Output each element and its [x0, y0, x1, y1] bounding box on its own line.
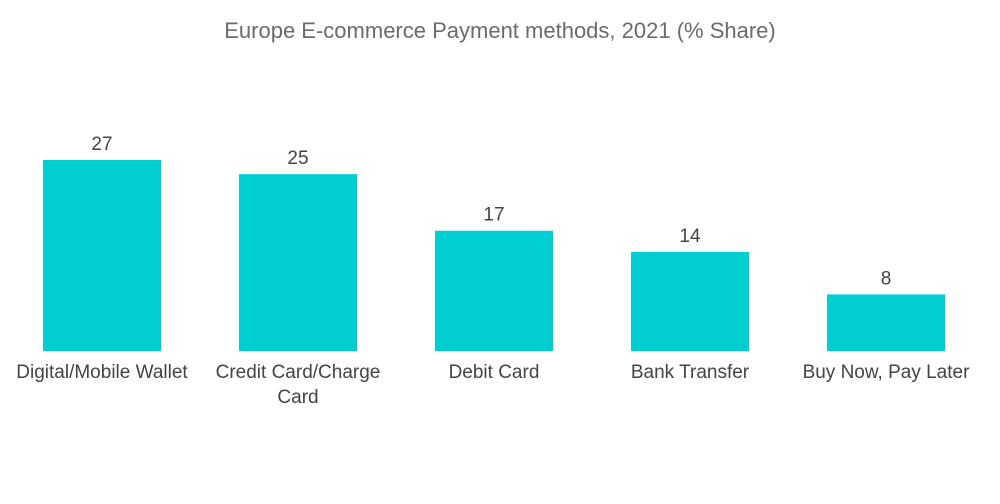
value-label-2: 25	[287, 148, 308, 169]
bar-3	[435, 230, 553, 351]
value-label-1: 27	[91, 134, 112, 155]
category-label-1-line-1: Digital/Mobile Wallet	[16, 362, 188, 383]
bar-5	[827, 294, 945, 351]
value-label-5: 8	[881, 268, 892, 289]
category-label-1: Digital/Mobile Wallet	[16, 362, 188, 383]
category-label-3: Debit Card	[449, 362, 540, 383]
category-label-2-line-2: Card	[277, 387, 318, 408]
category-label-2-line-1: Credit Card/Charge	[216, 362, 381, 383]
bar-2	[239, 174, 357, 351]
bar-1	[43, 160, 161, 351]
category-label-3-line-1: Debit Card	[449, 362, 540, 383]
category-label-4-line-1: Bank Transfer	[631, 362, 750, 383]
chart-title: Europe E-commerce Payment methods, 2021 …	[224, 18, 776, 43]
category-label-5: Buy Now, Pay Later	[803, 362, 971, 383]
category-label-4: Bank Transfer	[631, 362, 750, 383]
category-label-5-line-1: Buy Now, Pay Later	[803, 362, 971, 383]
value-label-3: 17	[483, 205, 504, 226]
bar-4	[631, 251, 749, 351]
category-label-2: Credit Card/Charge Card	[216, 362, 381, 408]
value-label-4: 14	[679, 226, 701, 247]
